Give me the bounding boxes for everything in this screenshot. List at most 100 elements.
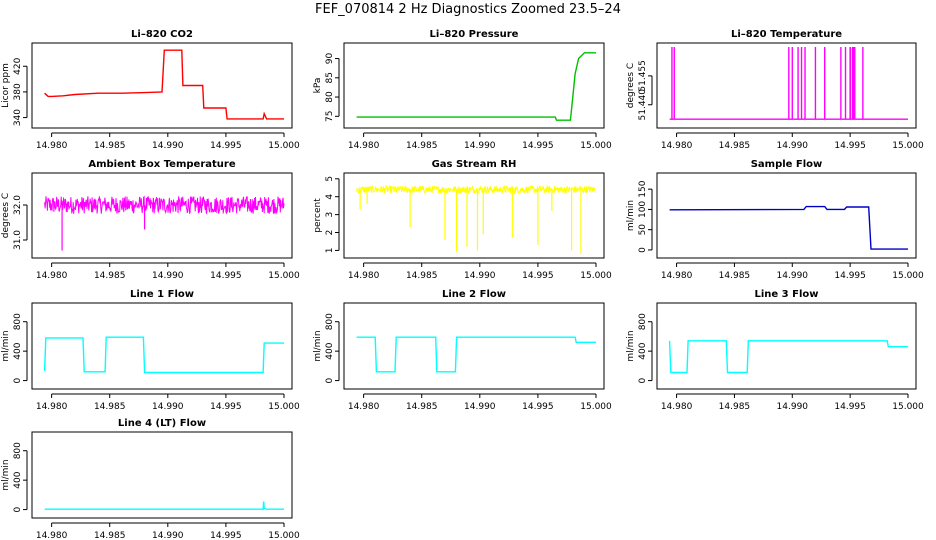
panel-title: Line 4 (LT) Flow (118, 418, 206, 429)
y-tick-label: 800 (13, 442, 23, 459)
y-tick-label: 0 (13, 506, 23, 512)
x-tick-label: 14.995 (210, 531, 242, 540)
y-tick-label: 400 (325, 342, 335, 359)
y-tick-label: 800 (325, 313, 335, 330)
data-series (356, 52, 596, 121)
y-tick-label: 90 (325, 53, 335, 65)
plot-frame (31, 42, 293, 129)
plot-frame (343, 302, 605, 390)
panel-1: Li–820 CO2 14.980 14.985 14.990 14.995 15.000… (1, 29, 300, 151)
y-axis-label: Licor ppm (1, 63, 11, 108)
plot-frame (31, 302, 293, 390)
series-line (44, 501, 284, 510)
panel-6: Sample Flow 14.980 14.985 14.990 14.995 15.00… (626, 159, 924, 281)
x-tick-label: 14.985 (719, 141, 751, 151)
y-axis-label: percent (313, 198, 323, 233)
x-tick-label: 14.995 (522, 271, 554, 281)
plot-frame (656, 302, 917, 390)
y-tick-label: 100 (638, 201, 648, 218)
x-tick-label: 14.985 (94, 402, 126, 412)
y-tick-label: 51.455 (638, 60, 648, 92)
x-tick-label: 14.980 (661, 402, 693, 412)
y-axis-label: degrees C (626, 63, 636, 108)
x-tick-label: 14.985 (94, 531, 126, 540)
plot-frame (31, 172, 293, 259)
x-tick-label: 14.995 (522, 141, 554, 151)
series-line (44, 49, 284, 120)
y-tick-label: 800 (13, 313, 23, 330)
panel-title: Line 1 Flow (130, 289, 194, 300)
y-axis: 0 400 800 (13, 313, 28, 383)
y-tick-label: 340 (13, 109, 23, 126)
y-axis-label: ml/min (626, 330, 636, 361)
x-tick-label: 14.990 (152, 141, 184, 151)
y-axis: 1 2 3 4 5 (325, 176, 340, 254)
x-tick-label: 14.980 (661, 141, 693, 151)
y-tick-label: 4 (325, 194, 335, 200)
x-tick-label: 14.985 (406, 402, 438, 412)
y-tick-label: 0 (638, 247, 648, 253)
x-tick-label: 14.980 (348, 141, 380, 151)
x-axis: 14.980 14.985 14.990 14.995 15.000 (36, 393, 300, 412)
y-tick-label: 3 (325, 212, 335, 218)
x-axis: 14.980 14.985 14.990 14.995 15.000 (661, 393, 924, 412)
y-tick-label: 32.0 (13, 195, 23, 215)
x-tick-label: 14.990 (777, 402, 809, 412)
x-tick-label: 14.990 (777, 141, 809, 151)
series-line (44, 195, 285, 215)
x-tick-label: 14.990 (464, 141, 496, 151)
x-tick-label: 14.995 (210, 141, 242, 151)
panel-title: Sample Flow (751, 159, 823, 170)
page-title: FEF_070814 2 Hz Diagnostics Zoomed 23.5–… (315, 2, 621, 17)
y-tick-label: 2 (325, 230, 335, 236)
x-axis: 14.980 14.985 14.990 14.995 15.000 (348, 262, 612, 281)
panel-5: Gas Stream RH 14.980 14.985 14.990 14.995 15.… (313, 159, 612, 281)
x-tick-label: 14.990 (777, 271, 809, 281)
x-tick-label: 14.995 (210, 271, 242, 281)
y-axis-label: ml/min (313, 330, 323, 361)
x-axis: 14.980 14.985 14.990 14.995 15.000 (36, 262, 300, 281)
y-tick-label: 1 (325, 248, 335, 254)
x-tick-label: 15.000 (268, 141, 300, 151)
y-tick-label: 400 (13, 471, 23, 488)
y-axis: 0 400 800 (13, 442, 28, 512)
y-tick-label: 420 (13, 57, 23, 74)
data-series (44, 501, 284, 510)
data-series (44, 195, 285, 251)
x-tick-label: 14.980 (348, 402, 380, 412)
panel-title: Line 3 Flow (755, 289, 819, 300)
y-tick-label: 0 (638, 377, 648, 383)
panel-7: Line 1 Flow 14.980 14.985 14.990 14.995 15.00… (1, 289, 300, 412)
y-axis: 31.0 32.0 (13, 195, 28, 250)
panel-title: Li–820 CO2 (131, 29, 193, 40)
series-line (356, 336, 596, 373)
x-tick-label: 14.980 (661, 271, 693, 281)
y-axis-label: degrees C (1, 193, 11, 238)
x-tick-label: 14.995 (522, 402, 554, 412)
panel-4: Ambient Box Temperature 14.980 14.985 14.99… (1, 159, 300, 281)
y-axis: 0 400 800 (325, 313, 340, 383)
y-tick-label: 85 (325, 72, 335, 83)
x-tick-label: 14.990 (464, 271, 496, 281)
panel-title: Li–820 Pressure (430, 29, 519, 40)
x-tick-label: 14.985 (94, 271, 126, 281)
panel-title: Li–820 Temperature (731, 29, 842, 40)
x-axis: 14.980 14.985 14.990 14.995 15.000 (36, 132, 300, 151)
x-axis: 14.980 14.985 14.990 14.995 15.000 (348, 393, 612, 412)
y-tick-label: 5 (325, 176, 335, 182)
y-tick-label: 0 (325, 377, 335, 383)
x-tick-label: 14.980 (36, 141, 68, 151)
y-axis-label: ml/min (626, 200, 636, 231)
data-series (669, 47, 908, 120)
x-tick-label: 15.000 (580, 271, 612, 281)
x-tick-label: 14.985 (719, 271, 751, 281)
panel-title: Line 2 Flow (442, 289, 506, 300)
y-axis: 0 50 100 150 (638, 180, 653, 253)
x-axis: 14.980 14.985 14.990 14.995 15.000 (36, 522, 300, 540)
x-tick-label: 14.980 (348, 271, 380, 281)
x-axis: 14.980 14.985 14.990 14.995 15.000 (348, 132, 612, 151)
plot-frame (31, 431, 293, 519)
plot-frame (656, 172, 917, 259)
